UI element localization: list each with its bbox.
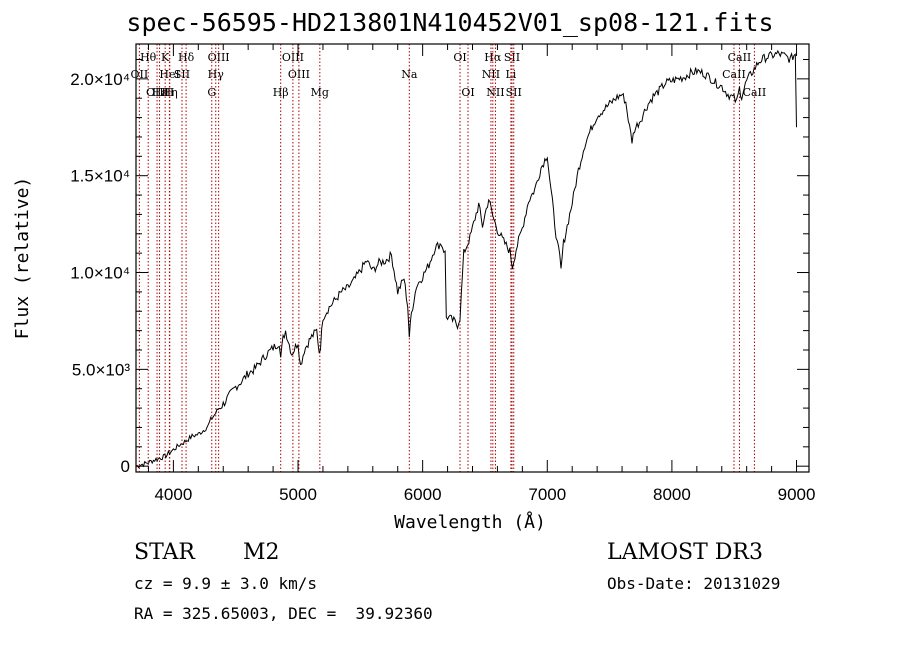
line-marker-label: K [161, 51, 170, 64]
line-marker-label: HeI [159, 68, 179, 81]
x-tick-label: 5000 [279, 485, 317, 504]
line-marker-label: CaII [722, 68, 746, 81]
line-marker-label: Hδ [178, 51, 195, 64]
line-marker-label: OIII [282, 51, 304, 64]
obs-date: Obs-Date: 20131029 [607, 574, 781, 593]
y-tick-label: 0 [121, 457, 130, 476]
line-marker-label: SII [174, 68, 190, 81]
line-marker-label: OIII [288, 68, 310, 81]
line-marker-label: OI [461, 86, 474, 99]
x-tick-label: 8000 [653, 485, 691, 504]
y-axis-label: Flux (relative) [12, 177, 33, 340]
line-marker-label: OIII [146, 86, 168, 99]
y-tick-label: 1.0×10⁴ [70, 264, 130, 283]
line-marker-label: Hθ [140, 51, 157, 64]
line-marker-label: NII [482, 68, 500, 81]
line-marker-label: Hα [484, 51, 502, 64]
x-tick-label: 6000 [404, 485, 442, 504]
object-type: STAR [134, 540, 195, 565]
line-marker-label: Hγ [208, 68, 225, 81]
spectrum-line [135, 49, 797, 469]
line-marker-label: CaII [728, 51, 752, 64]
chart-title: spec-56595-HD213801N410452V01_sp08-121.f… [126, 8, 774, 37]
survey-name: LAMOST DR3 [607, 540, 763, 565]
y-tick-label: 2.0×10⁴ [70, 70, 130, 89]
plot-frame [135, 43, 810, 473]
x-tick-label: 9000 [778, 485, 816, 504]
x-tick-label: 4000 [154, 485, 192, 504]
line-marker-label: OIII [208, 51, 230, 64]
line-marker-label: Hβ [273, 86, 289, 99]
subclass: M2 [243, 540, 280, 565]
line-marker-label: Na [401, 68, 418, 81]
line-marker-label: NII [486, 86, 504, 99]
line-marker-label: Hε [152, 86, 168, 99]
line-marker-label: H [165, 86, 175, 99]
line-marker-label: CaII [743, 86, 767, 99]
x-tick-label: 7000 [528, 485, 566, 504]
redshift-text: cz = 9.9 ± 3.0 km/s [134, 574, 318, 593]
x-axis-label: Wavelength (Å) [394, 511, 546, 533]
line-marker-label: Hη [162, 86, 178, 99]
coordinates-text: RA = 325.65003, DEC = 39.92360 [134, 604, 433, 623]
spectrum-layer [135, 49, 797, 469]
y-tick-label: 1.5×10⁴ [70, 167, 130, 186]
line-marker-label: Mg [311, 86, 329, 99]
line-marker-label: OII [131, 68, 149, 81]
line-marker-label: SII [504, 51, 520, 64]
line-marker-label: G [207, 86, 216, 99]
line-marker-label: SII [506, 86, 522, 99]
axes-layer: 4000 5000 6000 7000 8000 9000 0 5.0×10³ 1.0×10⁴ 1… [70, 44, 815, 504]
line-marker-label: Li [505, 68, 516, 81]
y-tick-label: 5.0×10³ [72, 360, 130, 379]
line-marker-label: OI [453, 51, 466, 64]
